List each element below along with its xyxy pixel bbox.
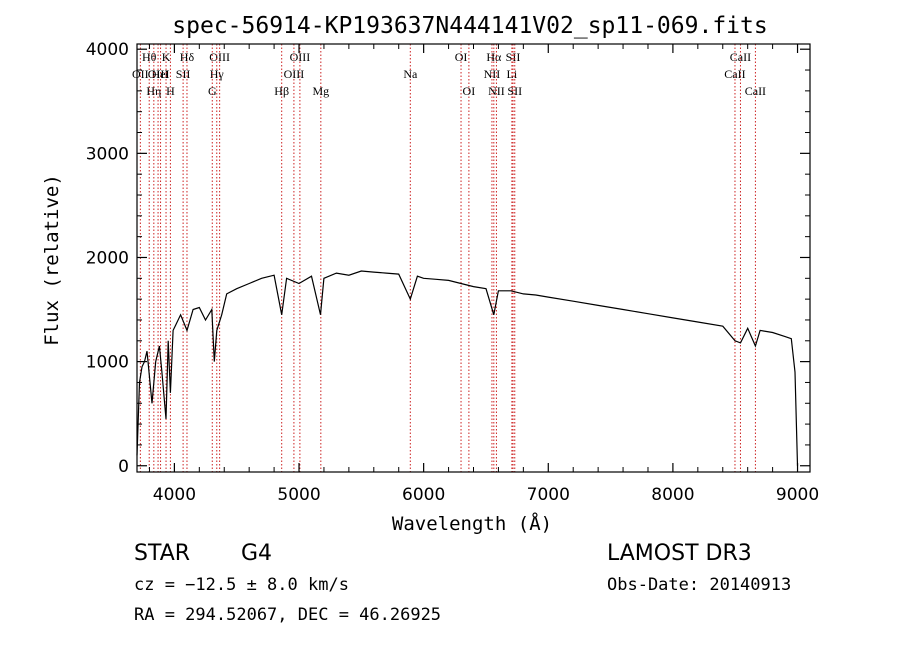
spectral-line-label: HeI xyxy=(152,67,170,81)
x-tick-label: 6000 xyxy=(402,485,445,505)
y-axis-label: Flux (relative) xyxy=(41,174,63,346)
spectral-line-label: Hθ xyxy=(142,50,157,64)
spectral-line-label: Hβ xyxy=(274,84,289,98)
spectral-line-label: OIII xyxy=(290,50,311,64)
x-tick-label: 9000 xyxy=(776,485,819,505)
spectral-line-label: CaII xyxy=(724,67,745,81)
spectral-line-label: OIII xyxy=(209,50,230,64)
object-subclass: G4 xyxy=(241,541,272,566)
spectral-line-label: SII xyxy=(506,50,521,64)
coordinates-readout: RA = 294.52067, DEC = 46.26925 xyxy=(134,605,441,625)
spectral-line-label: K xyxy=(162,50,171,64)
spectral-line-label: H xyxy=(166,84,175,98)
spectral-line-label: CaII xyxy=(730,50,751,64)
spectral-line-label: Na xyxy=(403,67,418,81)
spectral-line-label: OI xyxy=(463,84,476,98)
spectral-line-label: NII xyxy=(484,67,501,81)
y-tick-label: 3000 xyxy=(86,144,129,164)
spectral-line-label: Hγ xyxy=(210,67,225,81)
spectral-line-label: Hα xyxy=(486,50,502,64)
axes: 4000 5000 6000 7000 8000 9000 0 1000 2000 3000 400… xyxy=(86,40,819,505)
spectral-line-label: Hδ xyxy=(180,50,195,64)
x-axis-label: Wavelength (Å) xyxy=(392,512,552,535)
spectral-line-label: SII xyxy=(176,67,191,81)
spectral-line-label: CaII xyxy=(745,84,766,98)
spectral-line-label: SII xyxy=(507,84,522,98)
object-class: STAR xyxy=(134,541,190,566)
spectrum-line xyxy=(136,270,799,466)
y-tick-label: 1000 xyxy=(86,353,129,373)
spectral-line-label: NII xyxy=(488,84,505,98)
spectral-line-label: Li xyxy=(507,67,518,81)
y-tick-label: 2000 xyxy=(86,248,129,268)
x-tick-label: 5000 xyxy=(277,485,320,505)
spectral-line-label: OI xyxy=(455,50,468,64)
survey-name: LAMOST DR3 xyxy=(607,541,752,566)
x-tick-label: 8000 xyxy=(651,485,694,505)
spectral-line-label: OIII xyxy=(148,67,169,81)
x-tick-label: 7000 xyxy=(527,485,570,505)
obs-date: Obs-Date: 20140913 xyxy=(607,575,791,595)
y-tick-label: 4000 xyxy=(86,40,129,60)
spectral-line-label: Mg xyxy=(312,84,329,98)
spectral-line-label: G xyxy=(208,84,217,98)
redshift-readout: cz = −12.5 ± 8.0 km/s xyxy=(134,575,349,595)
plot-frame xyxy=(136,43,811,473)
chart-title: spec-56914-KP193637N444141V02_sp11-069.f… xyxy=(172,13,767,39)
spectral-line-label: OII xyxy=(132,67,149,81)
y-tick-label: 0 xyxy=(118,457,129,477)
spectral-line-label: Hη xyxy=(146,84,161,98)
spectral-line-label: OIII xyxy=(284,67,305,81)
x-tick-label: 4000 xyxy=(153,485,196,505)
